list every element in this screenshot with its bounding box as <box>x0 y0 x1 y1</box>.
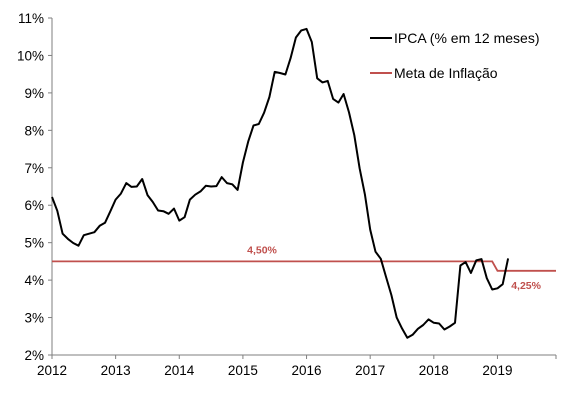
y-tick-label: 3% <box>24 311 44 326</box>
x-tick-label: 2015 <box>228 363 258 378</box>
y-tick-label: 7% <box>24 161 44 176</box>
axes: 2% 3% 4% 5% 6% 7% 8% 9% 10% 11% 2012 2013 2014 2015 20… <box>17 11 557 378</box>
y-tick-label: 8% <box>24 123 44 138</box>
y-tick-label: 6% <box>24 198 44 213</box>
x-tick-label: 2013 <box>101 363 131 378</box>
y-tick-label: 4% <box>24 273 44 288</box>
ipca-series <box>51 27 510 339</box>
ipca-line <box>51 27 510 339</box>
x-tick-label: 2012 <box>37 363 67 378</box>
x-tick-label: 2018 <box>419 363 449 378</box>
y-tick-label: 9% <box>24 86 44 101</box>
inflation-target-series <box>52 260 556 272</box>
x-tick-label: 2019 <box>482 363 512 378</box>
y-tick-label: 11% <box>18 11 44 26</box>
x-tick-label: 2014 <box>164 363 195 378</box>
legend-entry: IPCA (% em 12 meses) <box>394 30 540 46</box>
legend: IPCA (% em 12 meses) Meta de Inflação <box>370 30 540 81</box>
x-tick-label: 2017 <box>355 363 385 378</box>
data-label: 4,50% <box>247 244 277 256</box>
inflation-target-line <box>52 260 556 272</box>
y-tick-label: 2% <box>24 348 44 363</box>
y-tick-label: 5% <box>24 236 44 251</box>
x-tick-label: 2016 <box>292 363 322 378</box>
data-label: 4,25% <box>511 280 541 292</box>
annotations: 4,50% 4,25% <box>247 244 542 291</box>
legend-entry: Meta de Inflação <box>394 65 498 81</box>
y-tick-label: 10% <box>17 48 44 63</box>
